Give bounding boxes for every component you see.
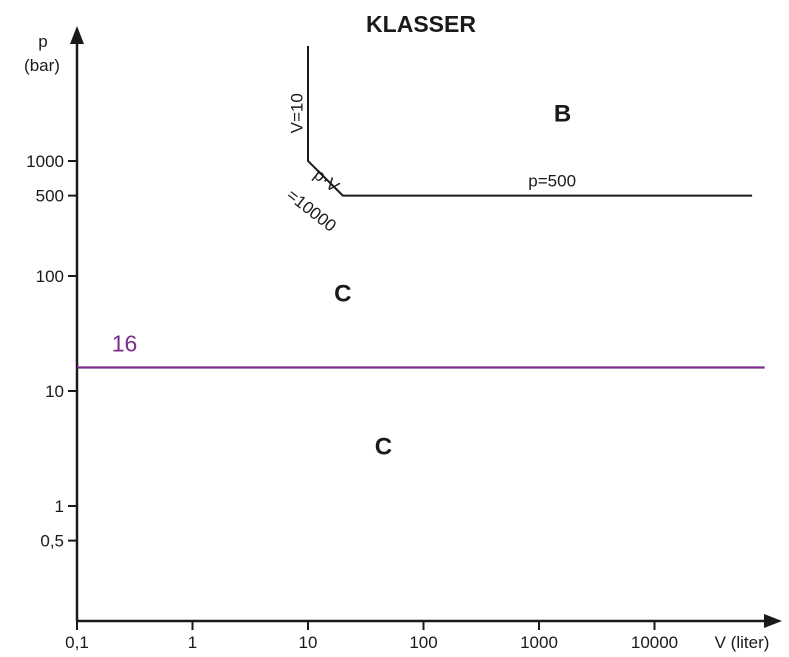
- y-tick-label: 1000: [26, 152, 64, 171]
- x-axis-label: V (liter): [715, 633, 770, 652]
- annotation-label: V=10: [288, 93, 307, 133]
- regions-layer: B C C: [334, 101, 571, 461]
- annotation-label: p=500: [528, 172, 576, 191]
- x-tick-label: 1000: [520, 633, 558, 652]
- x-ticks: 0,1 1 10 100 1000 10000: [65, 621, 678, 652]
- y-tick-label: 100: [36, 267, 64, 286]
- boundary-line: [307, 46, 753, 197]
- x-tick-label: 0,1: [65, 633, 89, 652]
- annotation-label: 16: [112, 331, 138, 357]
- y-axis-arrowhead: [70, 26, 84, 44]
- region-label-c: C: [375, 434, 392, 461]
- x-axis-arrowhead: [764, 614, 782, 628]
- y-tick-label: 0,5: [40, 532, 64, 551]
- y-axis: p (bar) 0,5 1 10 100 500 1000: [24, 26, 84, 621]
- x-axis: V (liter) 0,1 1 10 100 1000 10000: [65, 614, 782, 652]
- region-label-c: C: [334, 281, 351, 308]
- y-axis-label-line-1: p: [38, 32, 47, 51]
- y-ticks: 0,5 1 10 100 500 1000: [26, 152, 77, 551]
- y-tick-label: 10: [45, 382, 64, 401]
- x-tick-label: 100: [409, 633, 437, 652]
- y-tick-label: 500: [36, 187, 64, 206]
- y-tick-label: 1: [55, 497, 64, 516]
- y-axis-label-line-2: (bar): [24, 56, 60, 75]
- x-tick-label: 1: [188, 633, 197, 652]
- series-layer: [77, 46, 765, 369]
- region-label-b: B: [554, 101, 571, 128]
- chart-title: KLASSER: [366, 11, 476, 37]
- x-tick-label: 10: [299, 633, 318, 652]
- x-tick-label: 10000: [631, 633, 678, 652]
